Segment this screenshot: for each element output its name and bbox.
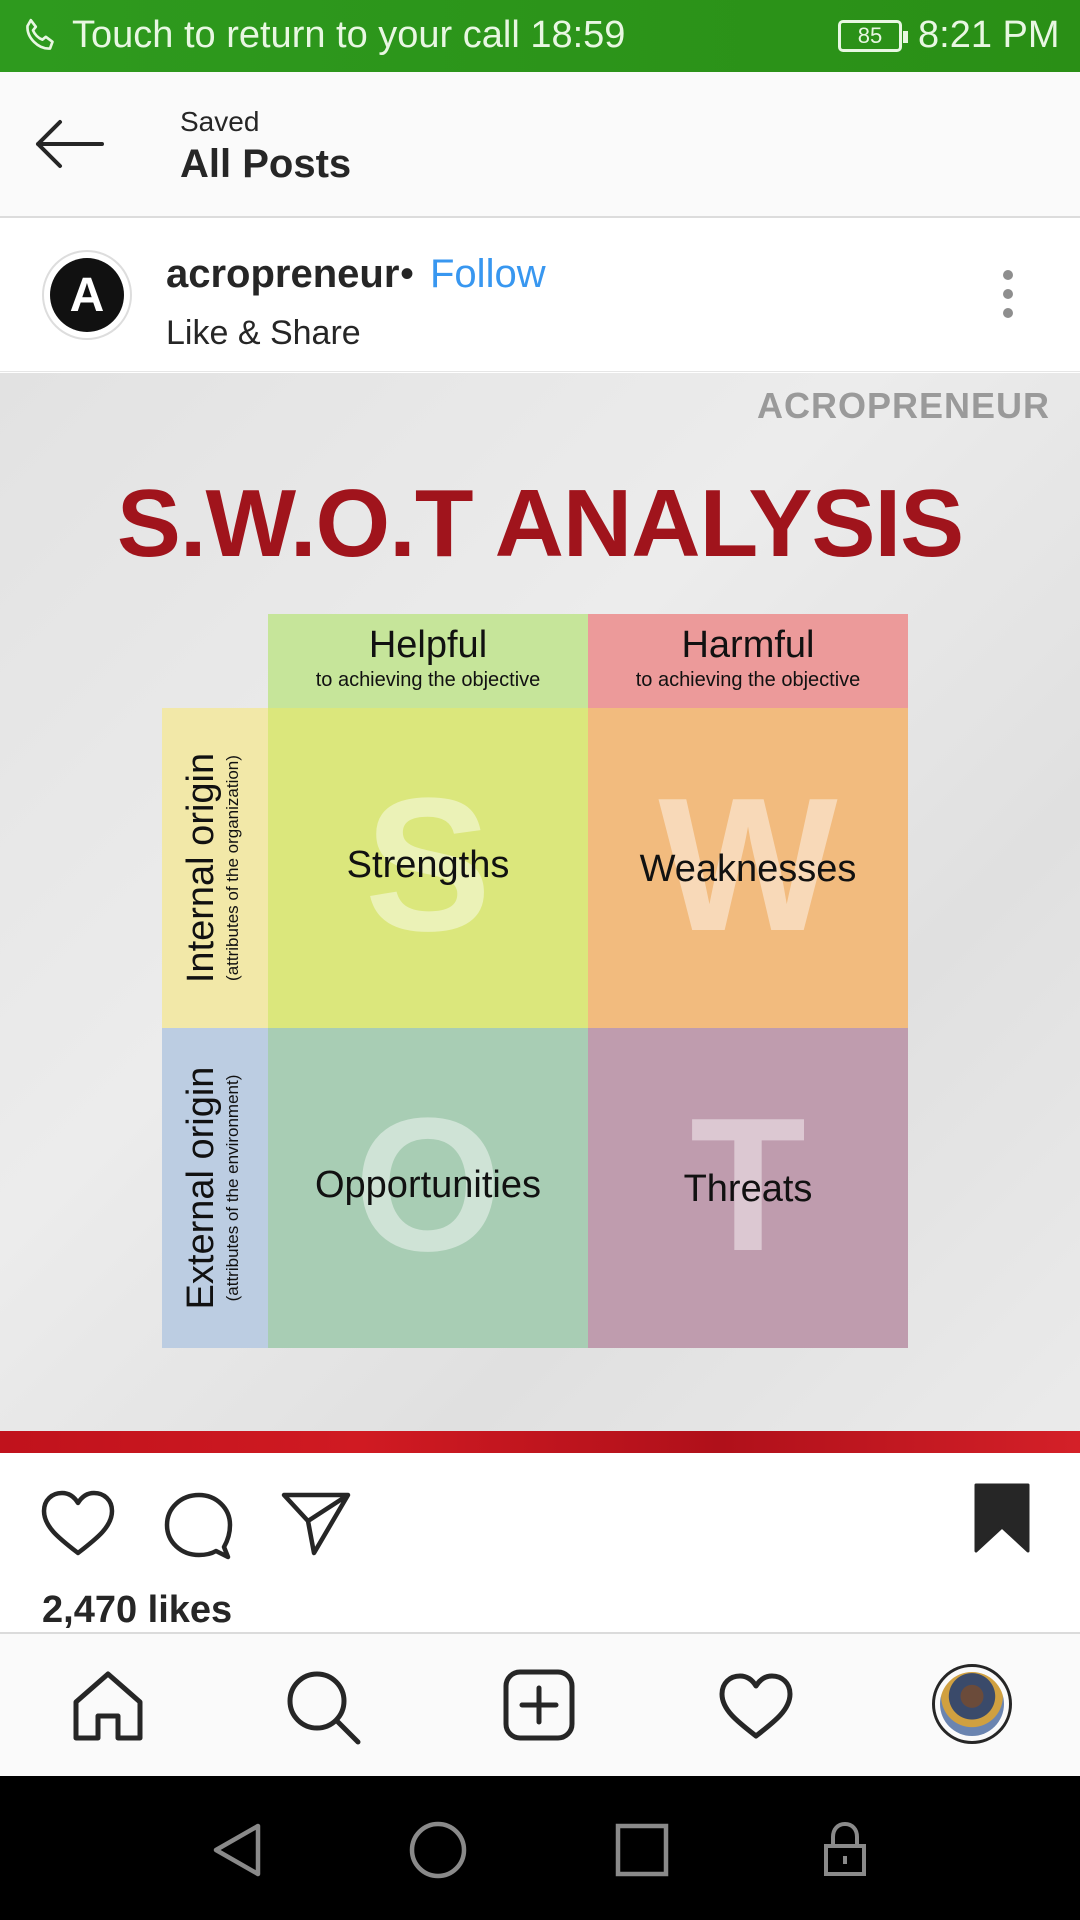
harmful-header: Harmful to achieving the objective: [588, 614, 908, 708]
harmful-title: Harmful: [681, 624, 815, 666]
helpful-subtitle: to achieving the objective: [315, 669, 541, 691]
home-icon[interactable]: [70, 1668, 146, 1742]
return-to-call-banner[interactable]: Touch to return to your call 18:59: [72, 14, 626, 56]
post-actions: 2,470 likes: [0, 1453, 1080, 1633]
opportunities-label: Opportunities: [314, 1164, 541, 1206]
external-origin-subtitle: (attributes of the environment): [223, 1074, 242, 1302]
share-icon[interactable]: [280, 1489, 352, 1557]
helpful-header: Helpful to achieving the objective: [268, 614, 588, 708]
threats-letter: T: [689, 1079, 807, 1291]
more-options-icon[interactable]: [998, 270, 1018, 330]
account-avatar[interactable]: A: [42, 250, 132, 340]
external-origin-header: External origin (attributes of the envir…: [162, 1028, 268, 1348]
recents-square-icon[interactable]: [614, 1822, 670, 1878]
home-circle-icon[interactable]: [408, 1820, 468, 1880]
back-triangle-icon[interactable]: [208, 1820, 264, 1880]
post-location[interactable]: Like & Share: [166, 314, 361, 352]
internal-origin-subtitle: (attributes of the organization): [223, 755, 242, 981]
header-subtitle: Saved: [180, 106, 260, 137]
app-header: Saved All Posts: [0, 72, 1080, 218]
avatar-logo-letter: A: [69, 269, 105, 322]
profile-photo: [940, 1672, 1004, 1736]
harmful-subtitle: to achieving the objective: [635, 669, 861, 691]
page-title: All Posts: [180, 142, 352, 186]
clock: 8:21 PM: [918, 14, 1060, 56]
bookmark-icon[interactable]: [972, 1481, 1032, 1555]
bottom-navigation: [0, 1632, 1080, 1776]
internal-origin-header: Internal origin (attributes of the organ…: [162, 708, 268, 1028]
status-bar[interactable]: Touch to return to your call 18:59 85 8:…: [0, 0, 1080, 72]
helpful-title: Helpful: [368, 624, 488, 666]
external-origin-title: External origin: [180, 1066, 222, 1310]
battery-indicator: 85: [838, 20, 908, 52]
heart-icon[interactable]: [40, 1489, 116, 1559]
activity-heart-icon[interactable]: [718, 1672, 794, 1742]
image-watermark: ACROPRENEUR: [756, 385, 1050, 426]
avatar-logo: A: [50, 258, 124, 332]
opportunities-letter: O: [354, 1079, 502, 1291]
lock-icon[interactable]: [822, 1820, 868, 1878]
weaknesses-quadrant: W Weaknesses: [588, 708, 908, 1028]
strengths-quadrant: S Strengths: [268, 708, 588, 1028]
post-header: A acropreneur • Follow Like & Share: [0, 218, 1080, 372]
threats-quadrant: T Threats: [588, 1028, 908, 1348]
likes-count[interactable]: 2,470 likes: [42, 1589, 233, 1631]
weaknesses-letter: W: [658, 759, 838, 971]
internal-origin-title: Internal origin: [180, 752, 222, 984]
threats-label: Threats: [683, 1168, 813, 1210]
back-arrow-icon[interactable]: [30, 116, 110, 172]
image-bottom-strip: [0, 1431, 1080, 1453]
strengths-letter: S: [364, 759, 492, 971]
strengths-label: Strengths: [346, 844, 510, 886]
system-navigation-bar: [0, 1776, 1080, 1920]
follow-button[interactable]: Follow: [430, 252, 546, 296]
post-image[interactable]: ACROPRENEUR S.W.O.T ANALYSIS Helpful to …: [0, 373, 1080, 1453]
profile-avatar[interactable]: [932, 1664, 1012, 1744]
separator-dot: •: [400, 252, 415, 296]
weaknesses-label: Weaknesses: [639, 848, 857, 890]
add-post-icon[interactable]: [502, 1668, 576, 1742]
comment-icon[interactable]: [162, 1489, 234, 1561]
swot-title: S.W.O.T ANALYSIS: [116, 470, 964, 577]
phone-icon: [26, 18, 54, 50]
search-icon[interactable]: [284, 1668, 362, 1746]
post-username[interactable]: acropreneur: [166, 252, 400, 296]
opportunities-quadrant: O Opportunities: [268, 1028, 588, 1348]
